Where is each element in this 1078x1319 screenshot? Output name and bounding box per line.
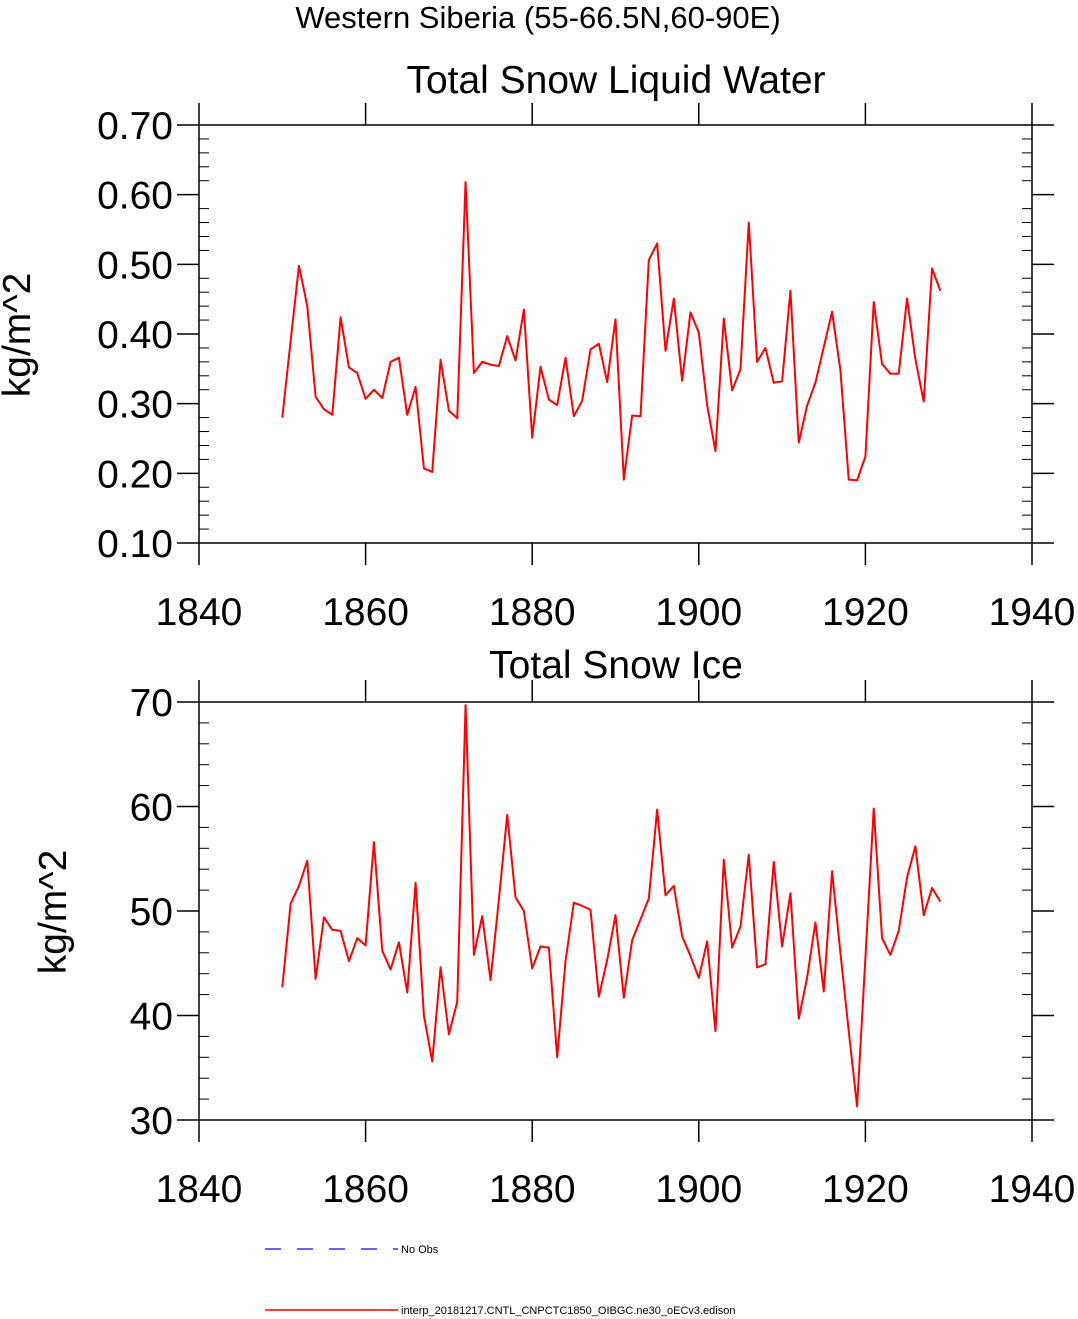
y-tick-label: 40 <box>130 996 173 1039</box>
plot-panel-snow-liquid-water: Total Snow Liquid Water kg/m^2 0.10 0.20 0… <box>0 59 1075 634</box>
x-tick-label: 1840 <box>156 591 243 634</box>
y-tick-label: 0.10 <box>97 523 173 566</box>
x-tick-label: 1900 <box>655 1168 742 1211</box>
x-tick-label: 1940 <box>989 1168 1076 1211</box>
y-tick-label: 0.70 <box>97 105 173 148</box>
x-tick-label: 1920 <box>822 591 909 634</box>
plot-panel-snow-ice: Total Snow Ice kg/m^2 30 40 50 60 70 1840 1860… <box>32 644 1075 1211</box>
y-tick-label: 0.40 <box>97 314 173 357</box>
legend-label-no-obs: No Obs <box>401 1244 439 1256</box>
x-tick-label: 1860 <box>322 591 409 634</box>
plot-frame <box>198 124 1033 544</box>
legend: No Obs interp_20181217.CNTL_CNPCTC1850_O… <box>265 1244 735 1317</box>
panel-title: Total Snow Liquid Water <box>406 59 825 102</box>
x-tick-label: 1880 <box>489 591 576 634</box>
y-tick-label: 0.20 <box>97 453 173 496</box>
panel-title: Total Snow Ice <box>489 644 743 687</box>
y-tick-label: 0.60 <box>97 175 173 218</box>
x-tick-label: 1920 <box>822 1168 909 1211</box>
figure-suptitle: Western Siberia (55-66.5N,60-90E) <box>295 0 780 35</box>
x-tick-label: 1900 <box>655 591 742 634</box>
y-tick-label: 0.30 <box>97 384 173 427</box>
y-axis-label: kg/m^2 <box>32 850 75 975</box>
y-tick-label: 50 <box>130 891 173 934</box>
legend-label-model: interp_20181217.CNTL_CNPCTC1850_OIBGC.ne… <box>401 1305 735 1317</box>
x-tick-label: 1940 <box>989 591 1076 634</box>
y-tick-label: 30 <box>130 1100 173 1143</box>
y-tick-label: 70 <box>130 682 173 725</box>
y-tick-label: 60 <box>130 787 173 830</box>
x-tick-label: 1860 <box>322 1168 409 1211</box>
y-tick-label: 0.50 <box>97 244 173 287</box>
x-tick-label: 1840 <box>156 1168 243 1211</box>
y-axis-label: kg/m^2 <box>0 273 39 398</box>
plot-frame <box>198 701 1033 1121</box>
x-tick-label: 1880 <box>489 1168 576 1211</box>
series-line-model <box>281 181 942 482</box>
series-line-model <box>281 704 942 1108</box>
